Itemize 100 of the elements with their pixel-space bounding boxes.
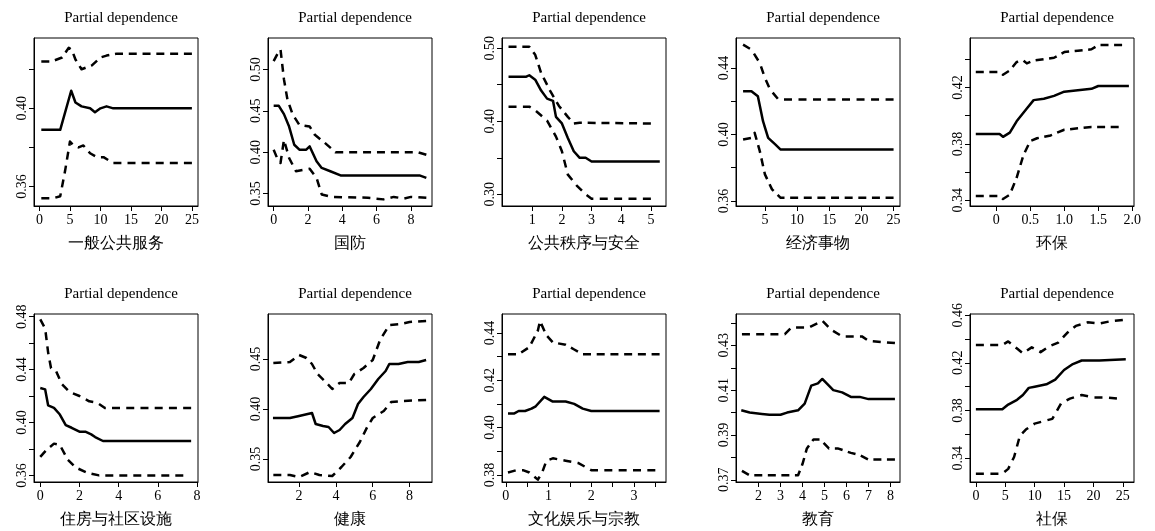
x-tick-label: 6 <box>369 487 377 503</box>
chart-title: Partial dependence <box>64 8 179 25</box>
x-tick-label: 10 <box>1027 487 1042 503</box>
x-tick-label: 5 <box>820 487 828 503</box>
y-tick-label: 0.50 <box>481 35 497 61</box>
x-tick-label: 25 <box>184 211 199 227</box>
y-tick-label: 0.42 <box>481 368 497 393</box>
x-tick-label: 0 <box>992 211 1000 227</box>
y-tick-label: 0.40 <box>481 109 497 134</box>
y-tick-label: 0.42 <box>949 75 965 100</box>
y-tick-label: 0.35 <box>247 181 263 206</box>
x-tick-label: 25 <box>886 211 901 227</box>
line-series <box>39 318 193 410</box>
x-tick-label: 2 <box>587 487 595 503</box>
y-tick-label: 0.39 <box>715 422 731 448</box>
x-tick-label: 8 <box>407 211 415 227</box>
y-tick-label: 0.45 <box>247 98 263 124</box>
y-tick-label: 0.44 <box>715 55 731 81</box>
y-tick-label: 0.40 <box>247 396 263 422</box>
y-tick-label: 0.46 <box>949 302 965 328</box>
x-tick-label: 2 <box>754 487 762 503</box>
line-series <box>40 46 194 71</box>
y-tick-label: 0.40 <box>13 96 29 121</box>
x-tick-label: 2.0 <box>1123 211 1142 227</box>
y-tick-label: 0.40 <box>13 410 29 435</box>
x-axis-title: 住房与社区设施 <box>59 509 172 527</box>
x-tick-label: 20 <box>1086 487 1101 503</box>
x-tick-label: 2 <box>75 487 83 503</box>
chart-title: Partial dependence <box>766 8 881 25</box>
line-series <box>272 398 428 479</box>
line-series <box>40 140 194 200</box>
chart-title: Partial dependence <box>64 284 179 301</box>
chart-title: Partial dependence <box>766 284 881 301</box>
y-tick-label: 0.36 <box>13 463 29 488</box>
y-tick-label: 0.38 <box>481 462 497 488</box>
x-tick-label: 3 <box>588 211 596 227</box>
x-tick-label: 1 <box>545 487 553 503</box>
y-tick-label: 0.37 <box>715 467 731 493</box>
x-tick-label: 15 <box>1057 487 1072 503</box>
y-tick-label: 0.36 <box>13 174 29 199</box>
x-tick-label: 6 <box>154 487 162 503</box>
x-tick-label: 0 <box>972 487 980 503</box>
line-series <box>741 43 895 101</box>
x-tick-label: 20 <box>154 211 169 227</box>
line-series <box>741 131 895 199</box>
x-tick-label: 0 <box>36 487 44 503</box>
x-tick-label: 0 <box>270 211 278 227</box>
x-tick-label: 4 <box>338 211 346 227</box>
line-series <box>740 319 897 345</box>
y-tick-label: 0.42 <box>949 350 965 376</box>
x-tick-label: 10 <box>93 211 108 227</box>
x-tick-label: 5 <box>66 211 74 227</box>
x-tick-label: 10 <box>790 211 805 227</box>
y-tick-label: 0.43 <box>715 333 731 358</box>
x-tick-label: 5 <box>761 211 769 227</box>
x-tick-label: 1.5 <box>1089 211 1108 227</box>
x-tick-label: 25 <box>1115 487 1130 503</box>
x-axis-title: 环保 <box>1036 233 1068 251</box>
x-axis-title: 教育 <box>802 509 834 527</box>
line-series <box>740 438 897 477</box>
x-tick-label: 1 <box>528 211 536 227</box>
line-series <box>974 125 1120 201</box>
x-tick-label: 2 <box>295 487 303 503</box>
x-tick-label: 6 <box>843 487 851 503</box>
x-tick-label: 0 <box>35 211 43 227</box>
line-series <box>506 395 661 415</box>
chart-title: Partial dependence <box>1000 284 1115 301</box>
x-axis-title: 国防 <box>334 233 366 251</box>
x-tick-label: 20 <box>854 211 869 227</box>
line-series <box>974 43 1124 76</box>
line-series <box>40 89 194 132</box>
x-tick-label: 0.5 <box>1021 211 1039 227</box>
line-series <box>39 442 185 477</box>
x-tick-label: 5 <box>647 211 655 227</box>
y-tick-label: 0.34 <box>949 188 965 213</box>
x-tick-label: 8 <box>406 487 414 503</box>
x-axis-title: 文化娱乐与宗教 <box>528 509 640 527</box>
x-tick-label: 8 <box>193 487 201 503</box>
y-tick-label: 0.40 <box>247 139 263 165</box>
line-series <box>741 89 895 151</box>
x-tick-label: 4 <box>798 487 806 503</box>
x-tick-label: 1.0 <box>1055 211 1073 227</box>
line-series <box>39 386 193 443</box>
y-tick-label: 0.35 <box>247 446 263 472</box>
x-tick-label: 6 <box>373 211 381 227</box>
chart-title: Partial dependence <box>532 8 647 25</box>
chart-title: Partial dependence <box>298 8 413 25</box>
x-axis-title: 公共秩序与安全 <box>528 233 640 251</box>
line-series <box>271 358 428 435</box>
line-series <box>507 105 653 200</box>
y-tick-label: 0.41 <box>715 377 731 403</box>
y-tick-label: 0.38 <box>949 398 965 423</box>
x-tick-label: 2 <box>558 211 566 227</box>
y-tick-label: 0.40 <box>481 415 497 440</box>
y-tick-label: 0.44 <box>13 357 29 382</box>
chart-title: Partial dependence <box>298 284 413 301</box>
line-series <box>740 377 897 417</box>
x-tick-label: 5 <box>1001 487 1009 503</box>
x-tick-label: 15 <box>822 211 837 227</box>
y-tick-label: 0.30 <box>481 182 497 207</box>
